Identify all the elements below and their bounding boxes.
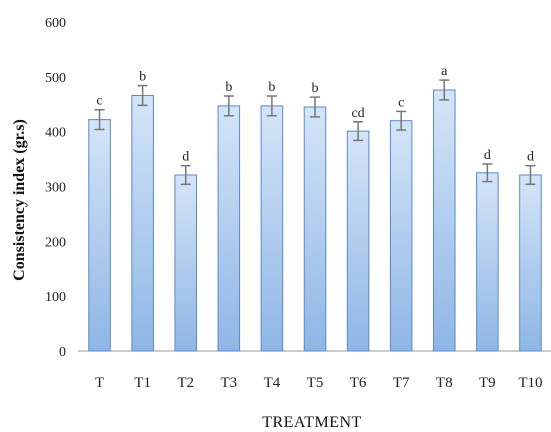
significance-letter: b <box>139 70 146 85</box>
significance-letter: d <box>527 150 534 165</box>
y-tick-label: 600 <box>45 16 66 31</box>
y-tick-label: 500 <box>45 71 66 86</box>
bar <box>88 119 111 352</box>
y-tick-label: 300 <box>45 181 66 196</box>
bar <box>260 105 284 352</box>
bar <box>519 174 542 352</box>
significance-letter: c <box>398 95 404 110</box>
y-tick-label: 400 <box>45 126 66 141</box>
x-category-label: T10 <box>518 375 542 391</box>
y-tick-label: 0 <box>59 345 66 360</box>
x-category-label: T8 <box>436 375 453 391</box>
x-category-label: T4 <box>264 375 281 391</box>
x-category-label: T5 <box>307 375 324 391</box>
x-axis-categories: T T1 T2 T3 T4 T5 T6 T7 T8 T9 T10 <box>95 375 543 391</box>
x-axis-label: TREATMENT <box>262 414 362 431</box>
x-category-label: T9 <box>479 375 496 391</box>
bar <box>174 174 197 352</box>
significance-letter: b <box>225 80 232 95</box>
significance-letter: a <box>441 64 448 79</box>
y-tick-label: 200 <box>45 235 66 250</box>
bar <box>389 120 413 352</box>
y-tick-label: 100 <box>45 290 66 305</box>
bars: c b d b b b cd c a d d <box>88 64 542 352</box>
x-category-label: T6 <box>350 375 367 391</box>
significance-letter: c <box>96 94 102 109</box>
significance-letter: cd <box>351 106 364 121</box>
y-axis-ticks: 0 100 200 300 400 500 600 <box>45 16 66 360</box>
x-category-label: T <box>95 375 104 391</box>
significance-letter: b <box>268 80 275 95</box>
significance-letter: d <box>182 150 189 165</box>
bar <box>131 94 154 352</box>
y-axis-label: Consistency index (gr.s) <box>11 119 28 281</box>
x-category-label: T2 <box>177 375 194 391</box>
bar <box>346 130 370 352</box>
x-category-label: T1 <box>134 375 151 391</box>
bar <box>476 172 499 352</box>
significance-letter: d <box>484 148 491 163</box>
bar <box>303 106 327 352</box>
bar <box>433 89 456 352</box>
x-category-label: T3 <box>220 375 237 391</box>
x-category-label: T7 <box>393 375 410 391</box>
significance-letter: b <box>312 81 319 96</box>
bar <box>217 105 241 352</box>
